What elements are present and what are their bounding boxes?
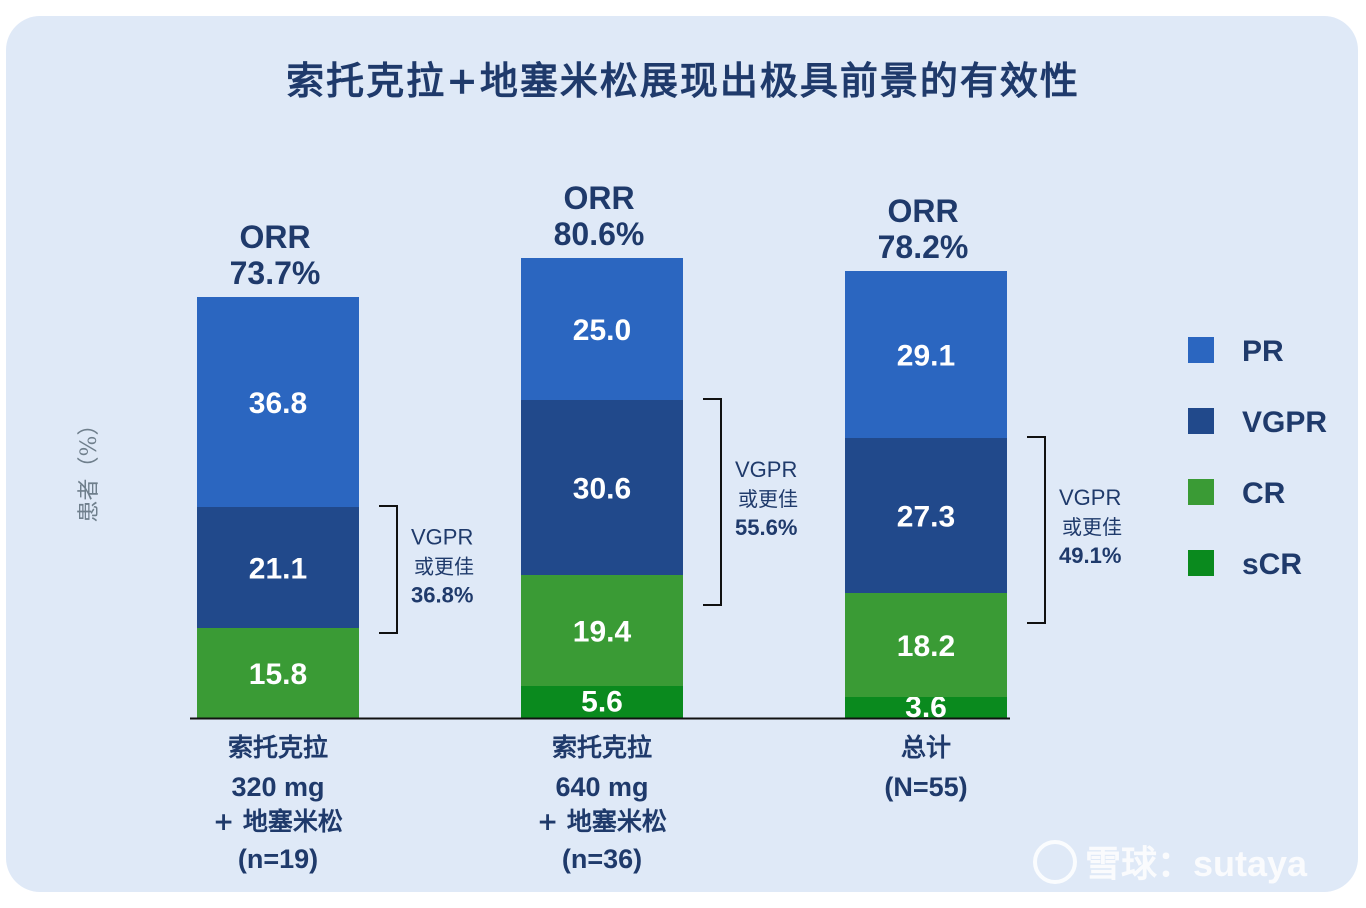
- legend-label: PR: [1242, 335, 1284, 368]
- data-label-vgpr: 27.3: [897, 500, 955, 533]
- orr-label: ORR: [563, 180, 634, 216]
- legend-label: CR: [1242, 477, 1286, 510]
- bar-segment-pr: [845, 271, 1007, 438]
- x-tick-label: (n=19): [238, 844, 318, 874]
- orr-value: 78.2%: [878, 229, 969, 265]
- chart-title: 索托克拉+地塞米松展现出极具前景的有效性: [286, 58, 1080, 103]
- legend-swatch: [1188, 550, 1214, 576]
- data-label-pr: 25.0: [573, 314, 631, 347]
- x-tick-label: 640 mg: [555, 772, 648, 802]
- x-tick-label: 总计: [901, 733, 951, 762]
- legend-swatch: [1188, 408, 1214, 434]
- data-label-vgpr: 21.1: [249, 552, 307, 585]
- y-axis-label: 患者（%）: [77, 414, 102, 523]
- data-label-vgpr: 30.6: [573, 472, 631, 505]
- bar-segment-vgpr: [521, 400, 683, 575]
- bar-segment-cr: [845, 593, 1007, 697]
- bracket-label-cn: 或更佳: [738, 487, 798, 511]
- bar-segment-scr: [521, 686, 683, 718]
- data-label-pr: 36.8: [249, 387, 307, 420]
- vgpr-bracket: [1027, 436, 1046, 624]
- x-tick-label: (N=55): [884, 772, 967, 802]
- bar-segment-vgpr: [197, 507, 359, 628]
- legend-label: VGPR: [1242, 406, 1327, 439]
- bracket-label-cn: 或更佳: [414, 555, 474, 579]
- data-label-cr: 19.4: [573, 615, 632, 648]
- legend-label: sCR: [1242, 548, 1302, 581]
- vgpr-bracket: [703, 398, 722, 606]
- legend: PR VGPR CR sCR: [1188, 335, 1327, 581]
- bar-segment-pr: [521, 258, 683, 400]
- bracket-value: 55.6%: [735, 515, 797, 540]
- bracket-value: 49.1%: [1059, 543, 1121, 568]
- snowball-logo-icon: [1033, 840, 1077, 884]
- bar-segment-pr: [197, 297, 359, 507]
- x-tick-label: 320 mg: [231, 772, 324, 802]
- bracket-label: VGPR: [411, 525, 473, 550]
- data-label-cr: 15.8: [249, 658, 307, 691]
- watermark: 雪球：sutaya: [1033, 840, 1308, 884]
- bar-segment-vgpr: [845, 438, 1007, 593]
- orr-label: ORR: [887, 193, 958, 229]
- legend-swatch: [1188, 337, 1214, 363]
- bar-segment-cr: [521, 575, 683, 686]
- data-label-scr: 5.6: [581, 685, 623, 718]
- bars-layer: 15.821.136.8ORR73.7%VGPR或更佳36.8%索托克拉320 …: [197, 180, 1122, 874]
- orr-label: ORR: [239, 219, 310, 255]
- x-tick-label: 索托克拉: [552, 733, 652, 762]
- vgpr-bracket: [379, 505, 398, 634]
- bracket-label: VGPR: [735, 457, 797, 482]
- legend-swatch: [1188, 479, 1214, 505]
- orr-value: 80.6%: [554, 216, 645, 252]
- bracket-label-cn: 或更佳: [1062, 515, 1122, 539]
- x-tick-label: 索托克拉: [228, 733, 328, 762]
- x-tick-label: + 地塞米松: [537, 807, 667, 836]
- orr-value: 73.7%: [230, 255, 321, 291]
- data-label-cr: 18.2: [897, 630, 955, 663]
- bracket-label: VGPR: [1059, 485, 1121, 510]
- watermark-text: 雪球：sutaya: [1085, 843, 1308, 884]
- bar-segment-scr: [845, 697, 1007, 718]
- bar-segment-cr: [197, 628, 359, 718]
- x-tick-label: (n=36): [562, 844, 642, 874]
- data-label-pr: 29.1: [897, 339, 955, 372]
- x-tick-label: + 地塞米松: [213, 807, 343, 836]
- bracket-value: 36.8%: [411, 583, 473, 608]
